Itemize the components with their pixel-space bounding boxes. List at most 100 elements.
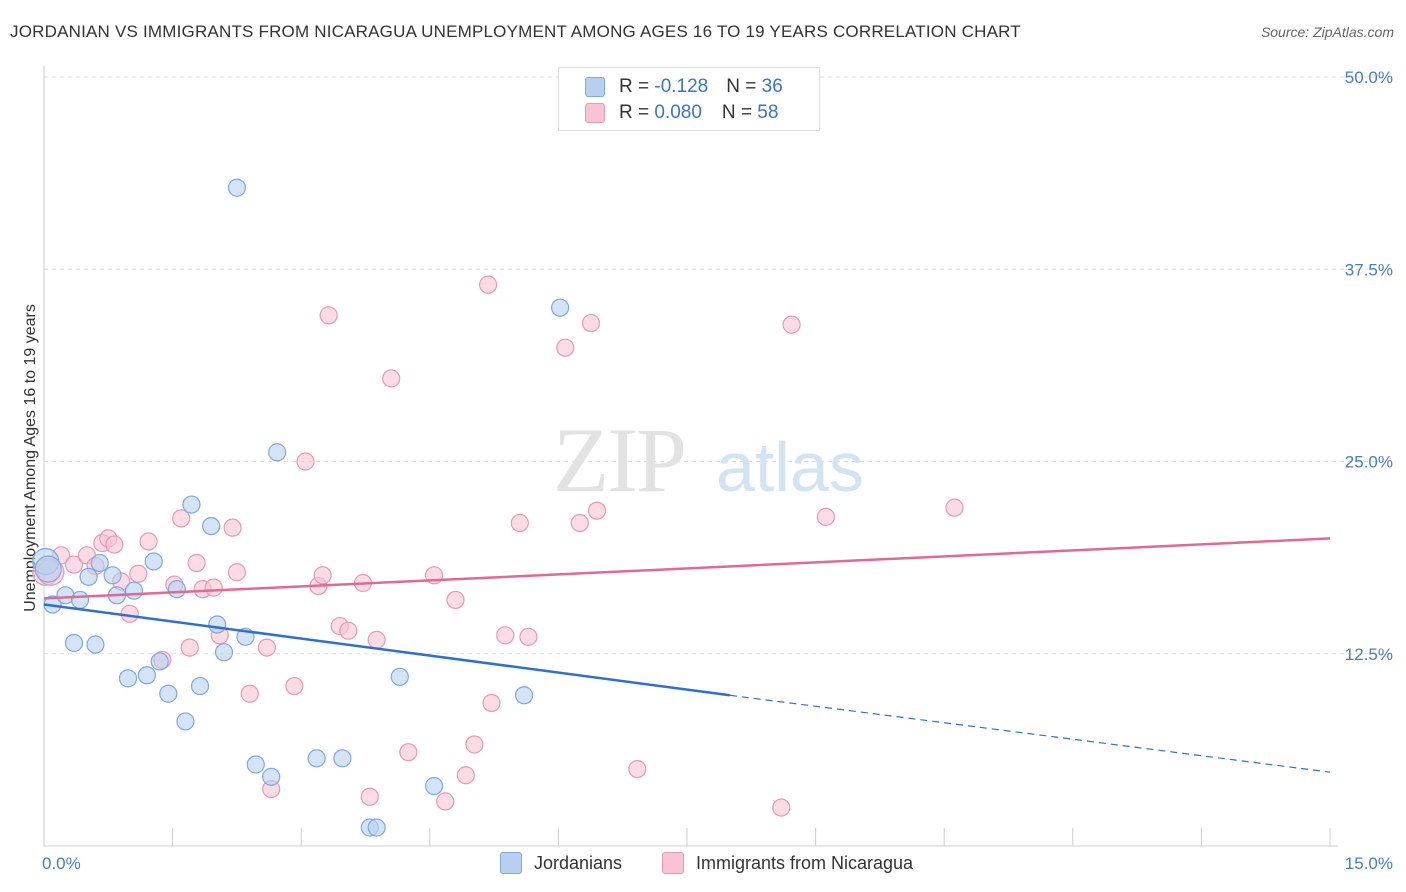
nicaragua-point	[227, 563, 246, 582]
jordanian-point	[246, 755, 265, 774]
bottom-legend-label: Jordanians	[534, 852, 623, 873]
nicaragua-point	[223, 518, 242, 537]
bottom-legend: Jordanians Immigrants from Nicaragua	[0, 852, 1406, 876]
watermark-zip: ZIP	[553, 409, 685, 511]
jordanian-point	[79, 567, 98, 586]
watermark-atlas: atlas	[716, 428, 864, 506]
jordanian-point	[307, 749, 326, 768]
bottom-legend-nicaragua: Immigrants from Nicaragua	[662, 852, 913, 874]
jordanian-point	[64, 633, 84, 653]
jordanian-point	[214, 643, 234, 662]
jordanian-point	[515, 686, 534, 705]
nicaragua-point	[139, 532, 158, 551]
source-label: Source: ZipAtlas.com	[1260, 24, 1394, 40]
y-tick-label: 50.0%	[1345, 68, 1393, 87]
trend-lines	[43, 537, 1331, 773]
jordanian-point	[190, 676, 210, 696]
nicaragua-point	[556, 338, 575, 357]
jordanian-point	[262, 767, 281, 786]
jordanian-point	[70, 590, 90, 610]
nicaragua-point	[64, 555, 84, 574]
jordanian-point	[144, 552, 163, 571]
nicaragua-point	[129, 564, 148, 583]
jordanian-point	[103, 566, 122, 585]
jordanian-point	[390, 667, 409, 686]
nicaragua-point	[446, 590, 465, 610]
nicaragua-point	[367, 630, 386, 650]
bottom-legend-swatch-pink	[662, 852, 684, 874]
series-jordanians-points	[32, 178, 570, 837]
nicaragua-point	[382, 369, 401, 388]
series-nicaragua-points	[32, 275, 964, 817]
nicaragua-point	[945, 498, 964, 517]
jordanian-point	[424, 776, 444, 796]
nicaragua-point	[172, 509, 191, 528]
nicaragua-point	[257, 638, 277, 657]
axes	[43, 66, 1338, 847]
bottom-legend-swatch-blue	[500, 852, 522, 874]
jordanian-trend-extension	[729, 694, 1331, 773]
nicaragua-point	[628, 759, 647, 779]
nicaragua-point	[105, 535, 124, 554]
jordanian-point	[208, 615, 227, 634]
nicaragua-trend-line	[43, 537, 1331, 600]
legend-r-value: 0.080	[654, 102, 702, 123]
nicaragua-point	[339, 621, 358, 640]
nicaragua-point	[360, 787, 379, 806]
jordanian-point	[86, 635, 105, 654]
nicaragua-point	[496, 626, 515, 645]
jordanian-point	[182, 495, 201, 514]
nicaragua-point	[456, 766, 475, 785]
y-axis-title: Unemployment Among Ages 16 to 19 years	[22, 304, 39, 612]
nicaragua-point	[510, 513, 529, 533]
legend-n-label: N =	[721, 102, 758, 123]
jordanian-point	[202, 516, 221, 536]
legend: R = -0.128 N = 36 R = 0.080 N = 58	[558, 67, 820, 131]
legend-r-label: R =	[619, 76, 655, 97]
nicaragua-point	[436, 792, 455, 811]
nicaragua-point	[587, 501, 607, 520]
jordanian-point	[90, 553, 109, 573]
jordanian-point	[227, 178, 246, 197]
bottom-legend-jordanians: Jordanians	[500, 852, 622, 874]
x-tick-label: 15.0%	[1345, 854, 1393, 873]
jordanian-point	[137, 666, 156, 685]
nicaragua-point	[570, 513, 589, 533]
nicaragua-point	[180, 638, 199, 657]
nicaragua-point	[285, 676, 304, 696]
legend-r-value: -0.128	[654, 76, 709, 97]
nicaragua-point	[816, 507, 835, 526]
y-tick-labels: 12.5% 25.0% 37.5% 50.0%	[1345, 68, 1393, 664]
jordanian-point	[167, 580, 186, 599]
nicaragua-point	[482, 693, 501, 713]
nicaragua-point	[296, 452, 315, 471]
jordanian-point	[268, 443, 287, 462]
legend-swatch-pink	[585, 103, 605, 123]
jordanian-point	[176, 712, 195, 731]
legend-row-nicaragua: R = 0.080 N = 58	[585, 101, 778, 125]
legend-n-value: 58	[757, 102, 779, 123]
nicaragua-point	[240, 684, 259, 703]
nicaragua-point	[120, 604, 139, 623]
jordanian-point	[150, 652, 169, 671]
jordanian-point	[551, 298, 570, 317]
jordanian-point	[34, 555, 62, 583]
legend-n-label: N =	[726, 76, 762, 97]
nicaragua-point	[313, 566, 332, 585]
jordanian-point	[333, 749, 352, 768]
jordanian-point	[159, 684, 178, 703]
jordanian-point	[367, 818, 386, 837]
legend-row-jordanians: R = -0.128 N = 36	[585, 75, 783, 99]
legend-swatch-blue	[585, 77, 605, 97]
nicaragua-point	[519, 627, 538, 646]
nicaragua-point	[782, 315, 801, 334]
jordanian-point	[118, 669, 138, 688]
y-tick-label: 12.5%	[1345, 645, 1393, 664]
nicaragua-point	[478, 275, 498, 294]
nicaragua-point	[399, 743, 418, 762]
nicaragua-point	[319, 306, 338, 325]
nicaragua-point	[204, 578, 223, 597]
chart-title: JORDANIAN VS IMMIGRANTS FROM NICARAGUA U…	[10, 22, 1021, 41]
bottom-legend-label: Immigrants from Nicaragua	[696, 852, 914, 873]
nicaragua-point	[772, 798, 791, 817]
